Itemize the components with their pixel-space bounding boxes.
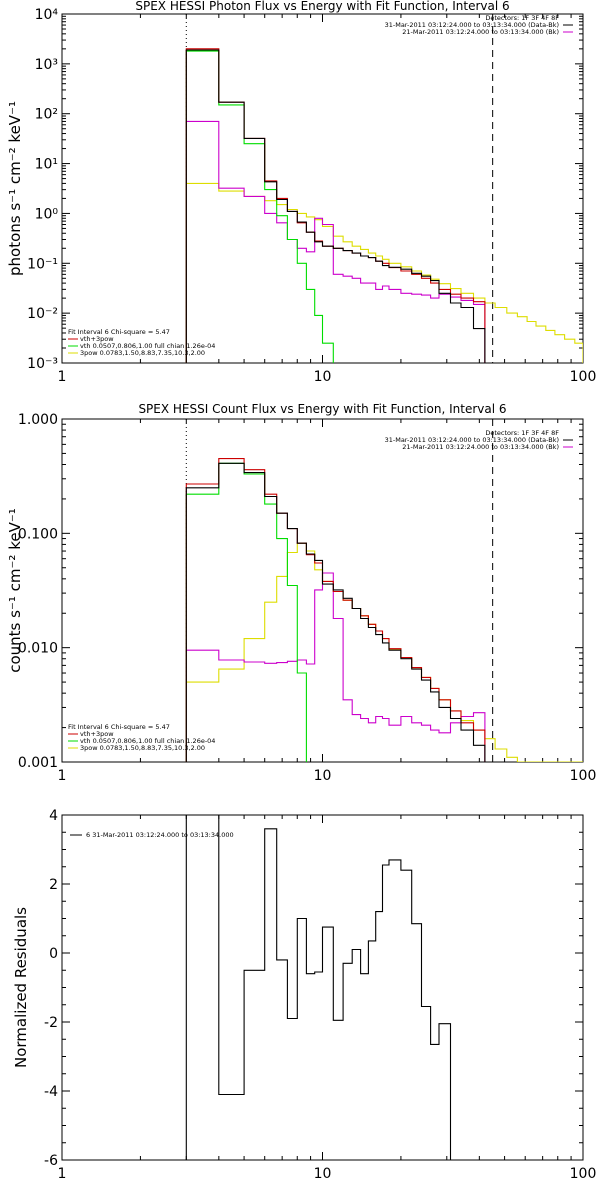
y-axis-label: Normalized Residuals: [12, 907, 30, 1068]
y-tick-label: 10⁴: [35, 7, 59, 23]
legend-lower-text: Fit Interval 6 Chi-square = 5.47: [68, 723, 170, 731]
x-tick-label: 1: [58, 369, 67, 385]
chart-3: 1 10 100 -6 -4 -2 0 2 4 Normalized Residuals 6 31-…: [12, 808, 596, 1182]
x-tick-label: 10: [314, 1166, 332, 1182]
y-tick-label: 10²: [35, 107, 58, 123]
y-tick-label: 10⁻³: [27, 356, 58, 372]
series-line-31-Mar-2011: [185, 462, 486, 762]
legend-upper-text: 31-Mar-2011 03:12:24.000 to 03:13:34.000…: [385, 436, 559, 444]
chart-title: SPEX HESSI Count Flux vs Energy with Fit…: [138, 402, 506, 416]
x-tick-label: 10: [314, 369, 332, 385]
y-tick-label: 0.010: [18, 641, 58, 657]
y-tick-label: 10⁻²: [27, 306, 58, 322]
series-line-21-Mar-2011: [185, 120, 486, 363]
legend-lower-text: vth+3pow: [80, 335, 114, 343]
series-line-3pow: [185, 182, 583, 363]
legend-text: 6 31-Mar-2011 03:12:24.000 to 03:13:34.0…: [86, 831, 234, 839]
chart-2: SPEX HESSI Count Flux vs Energy with Fit…: [6, 402, 596, 784]
legend-upper-text: Detectors: 1F 3F 4F 8F: [485, 14, 559, 22]
y-tick-label: 4: [49, 808, 58, 824]
y-axis-label: counts s⁻¹ cm⁻² keV⁻¹: [6, 508, 24, 673]
chart-title: SPEX HESSI Photon Flux vs Energy with Fi…: [135, 0, 509, 13]
x-tick-label: 100: [570, 1166, 597, 1182]
legend-lower-text: vth 0.0507,0.806,1.00 full chian 1.26e-0…: [80, 737, 215, 745]
legend-lower-text: 3pow 0.0783,1.50,8.83,7.35,10.3,2.00: [80, 744, 205, 752]
x-tick-label: 10: [314, 768, 332, 784]
y-tick-label: 0.001: [18, 755, 58, 771]
y-tick-label: 10³: [35, 57, 58, 73]
series-line-vth: [185, 50, 334, 363]
legend-upper-text: 21-Mar-2011 03:12:24.000 to 03:13:34.000…: [402, 443, 559, 451]
legend-upper-text: Detectors: 1F 3F 4F 8F: [485, 429, 559, 437]
x-tick-label: 1: [58, 1166, 67, 1182]
legend-lower-text: vth+3pow: [80, 730, 114, 738]
legend-upper-text: 21-Mar-2011 03:12:24.000 to 03:13:34.000…: [402, 28, 559, 36]
y-tick-label: -4: [44, 1084, 58, 1100]
chart-1: SPEX HESSI Photon Flux vs Energy with Fi…: [6, 0, 596, 385]
y-tick-label: 10¹: [35, 157, 58, 173]
legend-lower-text: vth 0.0507,0.806,1.00 full chian 1.26e-0…: [80, 342, 215, 350]
x-tick-label: 100: [570, 369, 597, 385]
series-line-31-Mar-2011: [185, 49, 486, 363]
y-tick-label: 0.100: [18, 526, 58, 542]
y-tick-label: -2: [44, 1015, 58, 1031]
legend-lower-text: Fit Interval 6 Chi-square = 5.47: [68, 328, 170, 336]
y-tick-label: 1.000: [18, 412, 58, 428]
y-tick-label: 10⁰: [35, 206, 59, 222]
y-tick-label: 2: [49, 877, 58, 893]
x-tick-label: 100: [570, 768, 597, 784]
series-line-6: [185, 815, 452, 1160]
series-line-21-Mar-2011: [185, 572, 486, 762]
y-tick-label: -6: [44, 1153, 58, 1169]
legend-lower-text: 3pow 0.0783,1.50,8.83,7.35,10.3,2.00: [80, 349, 205, 357]
y-tick-label: 10⁻¹: [27, 256, 58, 272]
legend-upper-text: 31-Mar-2011 03:12:24.000 to 03:13:34.000…: [385, 21, 559, 29]
y-axis-label: photons s⁻¹ cm⁻² keV⁻¹: [6, 101, 24, 276]
x-tick-label: 1: [58, 768, 67, 784]
y-tick-label: 0: [49, 946, 58, 962]
